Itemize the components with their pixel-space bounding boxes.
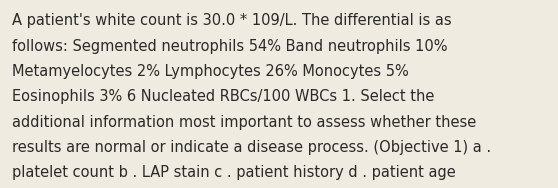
Text: additional information most important to assess whether these: additional information most important to… [12,115,477,130]
Text: Metamyelocytes 2% Lymphocytes 26% Monocytes 5%: Metamyelocytes 2% Lymphocytes 26% Monocy… [12,64,409,79]
Text: results are normal or indicate a disease process. (Objective 1) a .: results are normal or indicate a disease… [12,140,492,155]
Text: A patient's white count is 30.0 * 109/L. The differential is as: A patient's white count is 30.0 * 109/L.… [12,13,452,28]
Text: Eosinophils 3% 6 Nucleated RBCs/100 WBCs 1. Select the: Eosinophils 3% 6 Nucleated RBCs/100 WBCs… [12,89,435,104]
Text: follows: Segmented neutrophils 54% Band neutrophils 10%: follows: Segmented neutrophils 54% Band … [12,39,448,54]
Text: platelet count b . LAP stain c . patient history d . patient age: platelet count b . LAP stain c . patient… [12,165,456,180]
